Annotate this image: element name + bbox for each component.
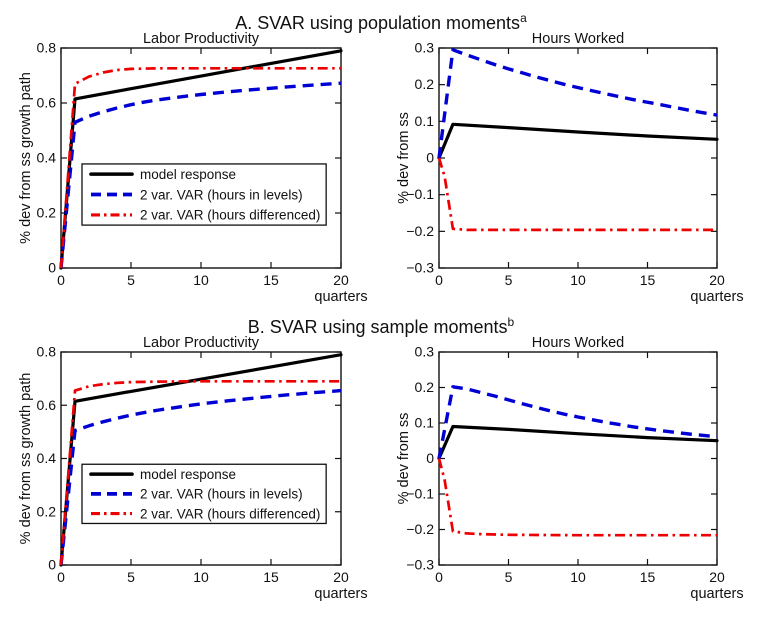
y-tick-label: 0.1: [415, 113, 435, 129]
series-line-dashdot: [437, 157, 717, 232]
y-tick-label: 0.8: [37, 40, 57, 56]
y-axis-label: % dev from ss growth path: [18, 373, 34, 545]
x-axis-label: quarters: [690, 289, 743, 305]
series-line-dashed: [437, 385, 718, 459]
section-b-superscript: b: [507, 315, 515, 329]
y-tick-label: 0.3: [415, 40, 435, 56]
x-tick-label: 10: [570, 569, 586, 585]
y-tick-label: 0.6: [37, 397, 57, 413]
axis-box: [60, 47, 342, 269]
y-axis-label: % dev from ss: [396, 413, 412, 505]
y-tick-label: −0.1: [406, 486, 434, 502]
y-tick-label: 0: [426, 450, 434, 466]
series-line-dashdot: [59, 66, 341, 269]
chart-a-hours-worked: Hours Worked 0 5 10 15 20 −0.3 −0.2 −0.1 0 0.1 0.2 0…: [396, 31, 744, 305]
legend-label: 2 var. VAR (hours differenced): [140, 208, 320, 223]
x-tick-label: 5: [505, 569, 513, 585]
series-line-dashdot: [437, 458, 717, 537]
x-tick-label: 20: [333, 569, 349, 585]
y-tick-label: 0.6: [37, 95, 57, 111]
section-a-superscript: a: [520, 11, 527, 25]
series-line-dashed: [59, 81, 342, 269]
x-tick-label: 5: [505, 272, 513, 288]
y-tick-label: −0.2: [406, 521, 434, 537]
x-axis-label: quarters: [314, 289, 367, 305]
y-tick-label: 0: [426, 150, 434, 166]
series-line-solid: [437, 122, 719, 160]
series-line-dashdot: [59, 379, 341, 566]
series-line-solid: [59, 353, 343, 567]
chart-a-labor-productivity: Labor Productivity 0 5 10 15 20 0 0.2 0.4 0.6 0.8%…: [18, 31, 368, 305]
y-tick-label: 0.4: [37, 150, 57, 166]
x-tick-label: 20: [709, 569, 725, 585]
chart-b-hours-worked: Hours Worked 0 5 10 15 20 −0.3 −0.2 −0.1 0 0.1 0.2 0…: [396, 335, 744, 602]
legend-label: 2 var. VAR (hours in levels): [140, 487, 303, 502]
x-tick-label: 10: [570, 272, 586, 288]
chart-title: Labor Productivity: [143, 31, 260, 47]
x-tick-label: 15: [640, 272, 656, 288]
chart-title: Labor Productivity: [143, 335, 260, 351]
x-tick-label: 20: [333, 272, 349, 288]
x-tick-label: 0: [435, 272, 443, 288]
y-tick-label: −0.3: [406, 557, 434, 573]
x-axis-label: quarters: [690, 586, 743, 602]
x-axis-label: quarters: [314, 586, 367, 602]
y-tick-label: −0.3: [406, 260, 434, 276]
x-tick-label: 20: [709, 272, 725, 288]
y-axis-label: % dev from ss growth path: [18, 72, 34, 244]
y-tick-label: 0.8: [37, 344, 57, 360]
axis-box: [438, 47, 718, 269]
x-tick-label: 15: [640, 569, 656, 585]
y-tick-label: 0: [48, 260, 56, 276]
chart-b-labor-productivity: Labor Productivity 0 5 10 15 20 0 0.2 0.4 0.6 0.8%…: [18, 335, 368, 602]
legend-label: 2 var. VAR (hours differenced): [140, 506, 320, 521]
y-tick-label: 0.2: [37, 503, 57, 519]
y-tick-label: 0.2: [37, 205, 57, 221]
chart-title: Hours Worked: [532, 31, 624, 47]
x-tick-label: 0: [57, 272, 65, 288]
series-line-solid: [437, 424, 719, 461]
section-a-title-text: A. SVAR using population moments: [235, 13, 521, 33]
x-tick-label: 10: [193, 272, 209, 288]
section-a-title: A. SVAR using population momentsa: [0, 7, 762, 34]
x-tick-label: 15: [263, 272, 279, 288]
y-tick-label: 0.2: [415, 76, 435, 92]
chart-title: Hours Worked: [532, 335, 624, 351]
axis-box: [60, 351, 342, 566]
x-tick-label: 5: [127, 569, 135, 585]
y-tick-label: 0.2: [415, 379, 435, 395]
x-tick-label: 15: [263, 569, 279, 585]
x-tick-label: 10: [193, 569, 209, 585]
section-b-title: B. SVAR using sample momentsb: [0, 311, 762, 338]
x-tick-label: 5: [127, 272, 135, 288]
series-line-dashed: [59, 388, 342, 566]
y-tick-label: −0.2: [406, 223, 434, 239]
y-tick-label: 0.4: [37, 450, 57, 466]
legend-label: 2 var. VAR (hours in levels): [140, 187, 303, 202]
y-tick-label: 0: [48, 557, 56, 573]
x-tick-label: 0: [435, 569, 443, 585]
y-tick-label: 0.3: [415, 344, 435, 360]
y-tick-label: −0.1: [406, 186, 434, 202]
series-line-solid: [59, 49, 343, 270]
section-b-title-text: B. SVAR using sample moments: [247, 317, 508, 337]
x-tick-label: 0: [57, 569, 65, 585]
legend-label: model response: [140, 167, 236, 182]
series-line-dashed: [437, 48, 718, 159]
y-tick-label: 0.1: [415, 415, 435, 431]
y-axis-label: % dev from ss: [396, 112, 412, 204]
legend-label: model response: [140, 467, 236, 482]
